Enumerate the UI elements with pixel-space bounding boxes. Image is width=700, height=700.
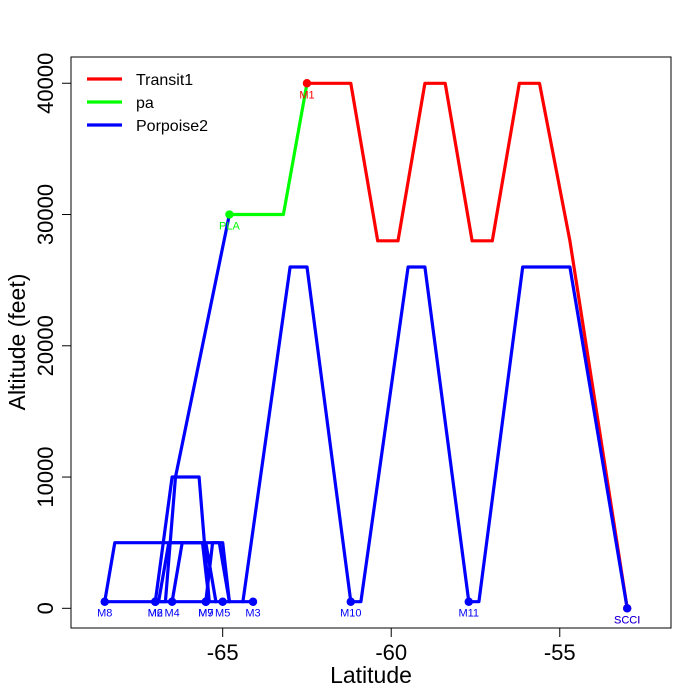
waypoint-marker [100, 597, 109, 606]
waypoint-marker [218, 597, 227, 606]
waypoint-marker [622, 604, 632, 613]
waypoint-label: M3 [245, 608, 260, 620]
waypoint-label: M2 [148, 608, 163, 620]
x-tick-label: -55 [544, 640, 576, 665]
waypoint-marker [346, 597, 355, 606]
series-layer [103, 81, 629, 610]
plot-frame [70, 56, 672, 629]
legend-label: pa [136, 95, 154, 112]
series-line-pa [227, 81, 309, 217]
y-tick-label: 10000 [33, 446, 58, 507]
waypoint-marker [464, 597, 473, 606]
waypoint-label: M10 [340, 608, 361, 620]
series-line-porpoise2 [170, 541, 211, 604]
waypoint-label: SCCI [614, 614, 640, 626]
x-axis-title: Latitude [330, 662, 412, 688]
waypoint-marker [167, 597, 177, 606]
series-line-porpoise2 [157, 541, 218, 604]
y-tick-label: 0 [33, 602, 58, 614]
waypoint-label: M5 [215, 608, 230, 620]
legend-label: Porpoise2 [136, 118, 208, 135]
series-line-porpoise2 [153, 212, 231, 604]
waypoint-label: M7 [198, 608, 213, 620]
y-tick-label: 30000 [33, 184, 58, 245]
y-axis-title: Altitude (feet) [4, 274, 30, 411]
waypoint-marker [302, 79, 312, 88]
x-tick-label: -65 [207, 640, 239, 665]
waypoint-label: M4 [164, 608, 179, 620]
x-axis: -65 -60 -55 [207, 628, 576, 665]
waypoint-marker [225, 210, 234, 219]
y-tick-label: 20000 [33, 315, 58, 376]
series-line-porpoise2 [103, 541, 231, 604]
legend-label: Transit1 [136, 72, 193, 89]
waypoint-label: M6 [148, 608, 163, 620]
waypoint-marker [201, 597, 211, 606]
waypoint-marker [248, 597, 258, 606]
series-line-porpoise2 [153, 475, 211, 604]
series-line-porpoise2 [204, 541, 231, 604]
waypoint-label: M11 [458, 608, 479, 620]
series-line-porpoise2 [241, 265, 629, 610]
waypoint-label: SCCI [614, 614, 640, 626]
y-tick-label: 40000 [33, 53, 58, 114]
waypoint-label: M9 [198, 608, 213, 620]
waypoint-label: PLA [219, 221, 240, 233]
waypoint-marker [151, 597, 160, 606]
x-tick-label: -60 [375, 640, 407, 665]
legend: Transit1 pa Porpoise2 [87, 72, 208, 135]
waypoint-label: M1 [299, 89, 314, 101]
y-axis: 0 10000 20000 30000 40000 [33, 53, 71, 614]
series-line-transit1 [305, 81, 629, 610]
waypoint-label: M8 [97, 608, 112, 620]
